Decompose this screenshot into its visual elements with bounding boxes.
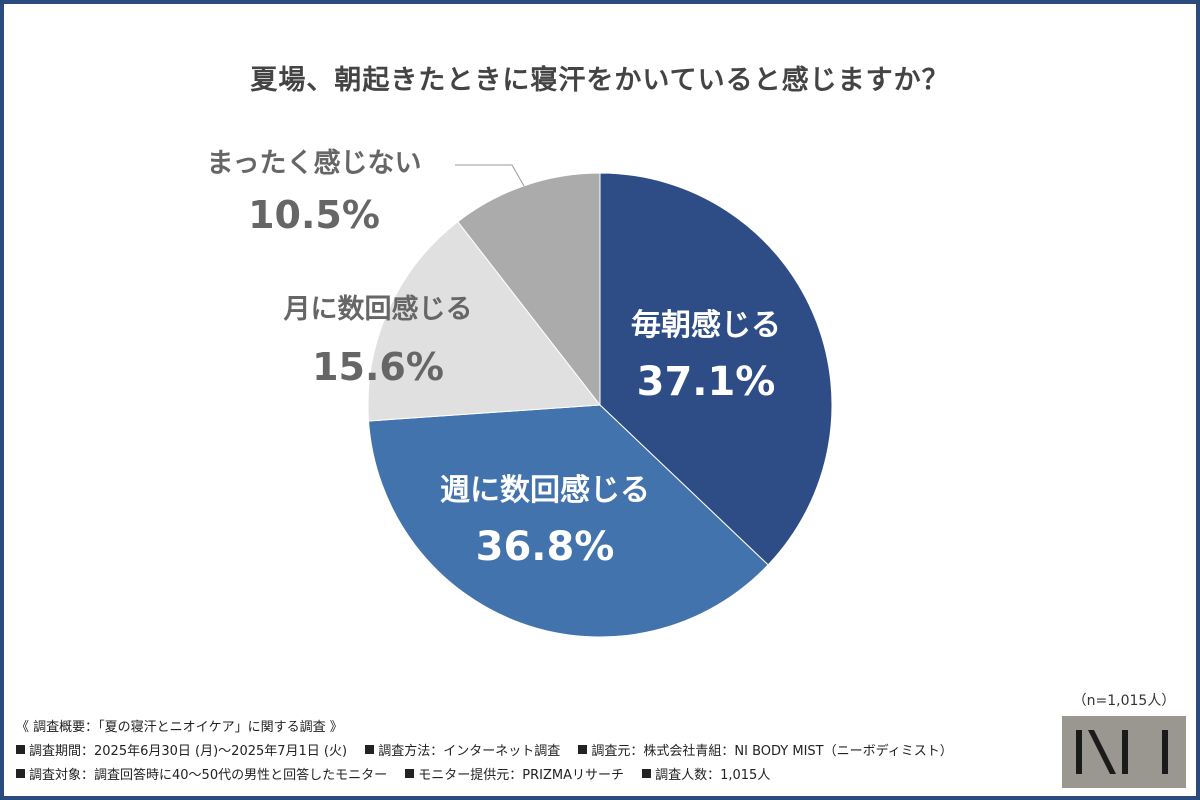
leader-line (511, 164, 525, 187)
brand-logo (1062, 716, 1186, 788)
survey-summary: 《 調査概要：「夏の寝汗とニオイケア」に関する調査 》 調査期間：2025年6月… (16, 716, 967, 788)
slice-value-label: 10.5% (248, 193, 380, 237)
slice-value-label: 36.8% (476, 524, 615, 570)
survey-item: 調査人数：1,015人 (642, 764, 770, 788)
survey-item: 調査元：株式会社青組：NI BODY MIST（ニーボディミスト） (578, 740, 953, 764)
pie-slice (367, 220, 601, 422)
survey-item: 調査期間：2025年6月30日 (月)〜2025年7月1日 (火) (16, 740, 347, 764)
pie-slice (368, 404, 769, 638)
survey-item: 調査対象：調査回答時に40〜50代の男性と回答したモニター (16, 764, 387, 788)
sample-size-label: （n=1,015人） (1072, 693, 1176, 709)
slice-category-label: 月に数回感じる (283, 293, 473, 325)
survey-row-2: 調査対象：調査回答時に40〜50代の男性と回答したモニター モニター提供元：PR… (16, 764, 967, 788)
chart-title: 夏場、朝起きたときに寝汗をかいていると感じますか？ (250, 65, 950, 96)
slice-category-label: 週に数回感じる (440, 473, 650, 508)
slice-value-label: 15.6% (312, 345, 444, 389)
pie-slice (457, 172, 601, 407)
survey-item: モニター提供元：PRIZMAリサーチ (405, 764, 624, 788)
pie-slice (599, 172, 833, 566)
slice-category-label: まったく感じない (207, 147, 422, 179)
slice-category-label: 毎朝感じる (631, 308, 781, 343)
slice-value-label: 37.1% (637, 359, 776, 405)
survey-row-1: 調査期間：2025年6月30日 (月)〜2025年7月1日 (火) 調査方法：イ… (16, 740, 967, 764)
survey-item: 調査方法：インターネット調査 (365, 740, 560, 764)
survey-heading: 《 調査概要：「夏の寝汗とニオイケア」に関する調査 》 (16, 720, 343, 735)
